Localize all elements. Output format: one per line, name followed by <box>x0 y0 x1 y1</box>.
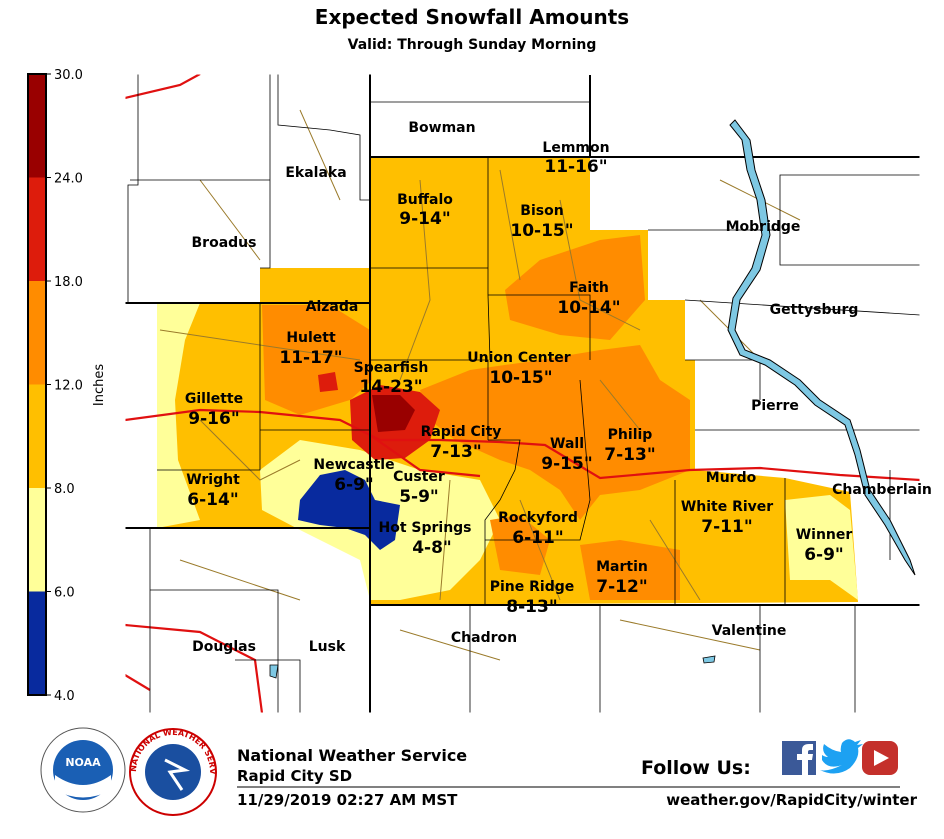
amount: 10-15" <box>489 368 552 388</box>
office: Rapid City SD <box>237 767 352 785</box>
place: Wall <box>550 436 584 452</box>
legend-tick-label: 18.0 <box>54 275 83 290</box>
amount: 6-9" <box>804 545 844 565</box>
snow-12-18 <box>262 235 690 600</box>
place: Broadus <box>192 235 257 251</box>
place: Hot Springs <box>378 520 471 536</box>
legend-swatch <box>28 281 46 385</box>
amount: 7-12" <box>596 577 647 597</box>
place: Faith <box>569 280 609 296</box>
place: White River <box>681 499 773 515</box>
legend-tick-label: 8.0 <box>54 482 75 497</box>
url: weather.gov/RapidCity/winter <box>666 791 917 809</box>
amount: 9-14" <box>399 209 450 229</box>
amount: 6-11" <box>512 528 563 548</box>
snow-24-30 <box>372 395 415 432</box>
amount: 10-15" <box>510 221 573 241</box>
title: Expected Snowfall Amounts <box>315 5 629 29</box>
place: Lemmon <box>542 140 609 156</box>
place: Spearfish <box>354 360 429 376</box>
map-labels: Bowman Lemmon 11-16" Ekalaka Buffalo 9-1… <box>185 120 932 655</box>
amount: 7-13" <box>604 445 655 465</box>
place: Bison <box>520 203 563 219</box>
legend: 30.0 24.0 18.0 12.0 8.0 6.0 4.0 <box>27 68 83 704</box>
place: Martin <box>596 559 648 575</box>
place: Douglas <box>192 639 256 655</box>
legend-swatch <box>28 384 46 488</box>
place: Buffalo <box>397 192 453 208</box>
place: Lusk <box>309 639 346 655</box>
place: Wright <box>186 472 240 488</box>
place: Newcastle <box>313 457 394 473</box>
place: Gillette <box>185 391 243 407</box>
place: Chamberlain <box>832 482 932 498</box>
place: Ekalaka <box>285 165 346 181</box>
legend-tick-label: 6.0 <box>54 586 75 601</box>
place: Chadron <box>451 630 517 646</box>
amount: 7-11" <box>701 517 752 537</box>
river <box>727 119 916 576</box>
legend-tick-label: 30.0 <box>54 68 83 83</box>
amount: 8-13" <box>506 597 557 617</box>
legend-swatch <box>28 488 46 592</box>
place: Pierre <box>751 398 799 414</box>
legend-tick-label: 24.0 <box>54 172 83 187</box>
place: Rockyford <box>498 510 578 526</box>
place: Philip <box>608 427 653 443</box>
legend-swatch <box>28 591 46 695</box>
follow-label: Follow Us: <box>641 757 751 779</box>
legend-swatch <box>28 74 46 178</box>
legend-tick-label: 4.0 <box>54 689 75 704</box>
amount: 7-13" <box>430 442 481 462</box>
amount: 10-14" <box>557 298 620 318</box>
legend-tick-label: 12.0 <box>54 379 83 394</box>
amount: 4-8" <box>412 538 452 558</box>
subtitle: Valid: Through Sunday Morning <box>348 37 597 53</box>
place: Hulett <box>286 330 336 346</box>
place: Union Center <box>467 350 571 366</box>
amount: 11-17" <box>279 348 342 368</box>
amount: 6-14" <box>187 490 238 510</box>
map <box>124 73 921 714</box>
place: Mobridge <box>726 219 801 235</box>
lake <box>269 655 716 679</box>
legend-label: Inches <box>92 364 107 406</box>
place: Valentine <box>712 623 787 639</box>
place: Custer <box>393 469 445 485</box>
place: Alzada <box>306 299 359 315</box>
snow-4-6 <box>298 470 400 550</box>
legend-swatch <box>28 177 46 281</box>
amount: 9-16" <box>188 409 239 429</box>
place: Gettysburg <box>770 302 859 318</box>
place: Rapid City <box>421 424 502 440</box>
issued: 11/29/2019 02:27 AM MST <box>237 791 458 809</box>
noaa-logo-text: NOAA <box>65 756 101 769</box>
place: Pine Ridge <box>490 579 575 595</box>
place: Bowman <box>408 120 475 136</box>
place: Murdo <box>706 470 757 486</box>
amount: 14-23" <box>359 377 422 397</box>
agency: National Weather Service <box>237 746 467 765</box>
amount: 11-16" <box>544 157 607 177</box>
amount: 5-9" <box>399 487 439 507</box>
place: Winner <box>796 527 853 543</box>
county-lines <box>125 74 920 713</box>
amount: 9-15" <box>541 454 592 474</box>
amount: 6-9" <box>334 475 374 495</box>
twitter-icon[interactable] <box>820 739 863 774</box>
